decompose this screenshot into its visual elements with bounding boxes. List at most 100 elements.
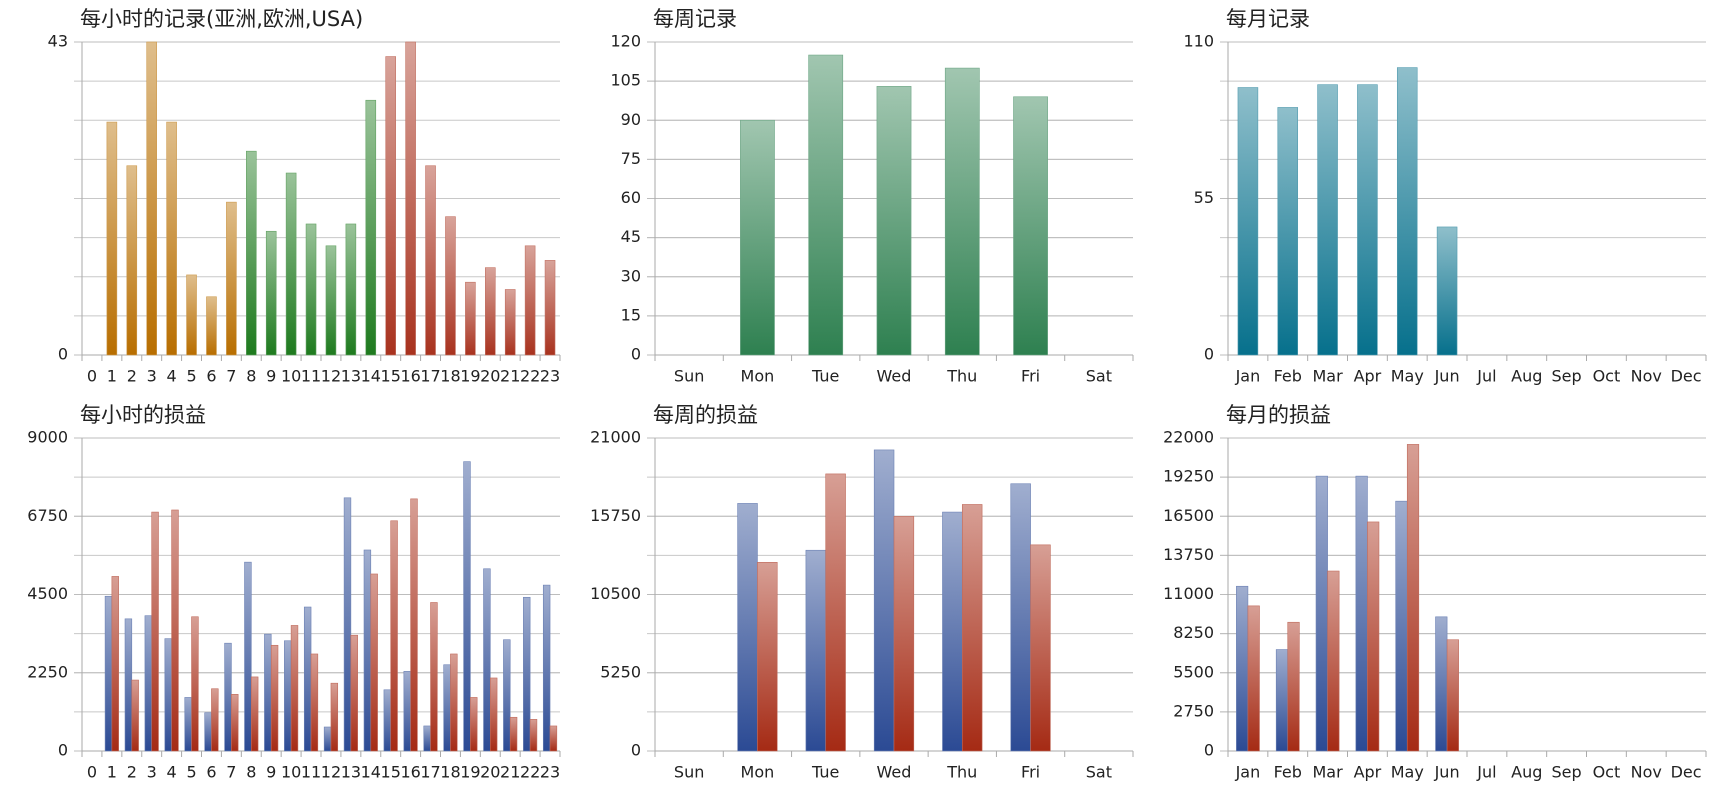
x-tick-label: Fri — [1021, 367, 1040, 386]
bar — [325, 245, 337, 356]
x-tick-label: Sat — [1086, 367, 1112, 386]
x-tick-label: Mar — [1312, 367, 1343, 386]
bar — [191, 616, 199, 752]
x-tick-label: Feb — [1274, 367, 1302, 386]
x-tick-label: Jan — [1235, 763, 1261, 782]
x-tick-label: 3 — [147, 763, 157, 782]
x-tick-label: Oct — [1593, 763, 1621, 782]
bar — [450, 653, 458, 752]
bar — [290, 625, 299, 752]
y-tick-label: 120 — [610, 32, 641, 51]
bar — [186, 274, 197, 356]
bar — [489, 677, 498, 752]
x-tick-label: Dec — [1671, 763, 1702, 782]
x-tick-label: 13 — [341, 367, 361, 386]
x-tick-label: 18 — [440, 763, 460, 782]
x-tick-label: 23 — [540, 763, 560, 782]
bar — [370, 573, 378, 752]
y-tick-label: 21000 — [590, 428, 641, 447]
bar — [542, 584, 551, 752]
x-tick-label: Mon — [741, 367, 775, 386]
bar — [430, 602, 438, 752]
bar — [204, 712, 212, 752]
bar — [166, 121, 177, 356]
bar — [363, 549, 372, 752]
bar — [151, 511, 159, 752]
bar — [503, 639, 511, 752]
bar — [1357, 84, 1378, 356]
bar — [106, 121, 118, 356]
y-tick-label: 0 — [58, 345, 68, 364]
bar — [1446, 639, 1459, 752]
bar — [740, 119, 775, 356]
y-tick-label: 15750 — [590, 506, 641, 525]
x-tick-label: Jun — [1434, 367, 1460, 386]
chart-title: 每月记录 — [1226, 7, 1310, 31]
bar — [1396, 67, 1418, 356]
x-tick-label: 12 — [321, 367, 341, 386]
bar — [1317, 84, 1338, 356]
bar — [270, 644, 279, 752]
x-tick-label: 16 — [400, 763, 420, 782]
bar — [343, 497, 352, 752]
bar — [1355, 475, 1368, 752]
bar — [1395, 500, 1408, 752]
x-tick-label: Jul — [1476, 367, 1496, 386]
y-tick-label: 55 — [1194, 188, 1214, 207]
x-tick-label: Aug — [1511, 367, 1542, 386]
bar — [405, 41, 416, 356]
bar — [184, 697, 192, 752]
x-tick-label: 1 — [107, 763, 117, 782]
x-tick-label: 20 — [480, 367, 500, 386]
bar — [961, 504, 983, 752]
x-tick-label: Mon — [741, 763, 775, 782]
x-tick-label: 14 — [361, 763, 381, 782]
bar — [524, 245, 536, 356]
chart-title: 每周的损益 — [653, 403, 758, 427]
bar — [509, 716, 518, 752]
x-tick-label: Sat — [1086, 763, 1112, 782]
bar — [365, 99, 377, 356]
y-tick-label: 0 — [631, 741, 641, 760]
bar — [443, 664, 451, 752]
bar — [250, 676, 259, 752]
bar — [224, 642, 232, 752]
bar — [1436, 226, 1458, 356]
y-tick-label: 75 — [621, 149, 641, 168]
y-tick-label: 30 — [621, 266, 641, 285]
y-tick-label: 2250 — [27, 662, 68, 681]
x-tick-label: 15 — [381, 763, 401, 782]
x-tick-label: 8 — [246, 763, 256, 782]
x-tick-label: 21 — [500, 367, 520, 386]
x-tick-label: Nov — [1631, 763, 1662, 782]
bar — [211, 688, 219, 752]
x-tick-label: 1 — [107, 367, 117, 386]
bar — [529, 719, 538, 752]
x-tick-label: 10 — [281, 763, 301, 782]
bar — [425, 165, 436, 356]
bar — [1030, 544, 1051, 752]
x-tick-label: Thu — [946, 763, 977, 782]
x-tick-label: Tue — [811, 763, 839, 782]
bar — [1367, 521, 1380, 752]
x-tick-label: 4 — [167, 367, 177, 386]
x-tick-label: 12 — [321, 763, 341, 782]
x-tick-label: Sep — [1552, 367, 1582, 386]
x-tick-label: 3 — [147, 367, 157, 386]
x-tick-label: 10 — [281, 367, 301, 386]
bar — [1315, 475, 1328, 752]
bar — [445, 216, 456, 356]
bar — [1435, 616, 1448, 752]
x-tick-label: Jan — [1235, 367, 1261, 386]
x-tick-label: 22 — [520, 367, 540, 386]
x-tick-label: 19 — [460, 367, 480, 386]
bar — [808, 54, 844, 356]
y-tick-label: 5250 — [600, 662, 641, 681]
bar — [483, 568, 491, 752]
bar — [423, 725, 431, 752]
y-tick-label: 15 — [621, 305, 641, 324]
y-tick-label: 43 — [48, 32, 68, 51]
y-tick-label: 4500 — [27, 584, 68, 603]
bar — [942, 511, 963, 752]
